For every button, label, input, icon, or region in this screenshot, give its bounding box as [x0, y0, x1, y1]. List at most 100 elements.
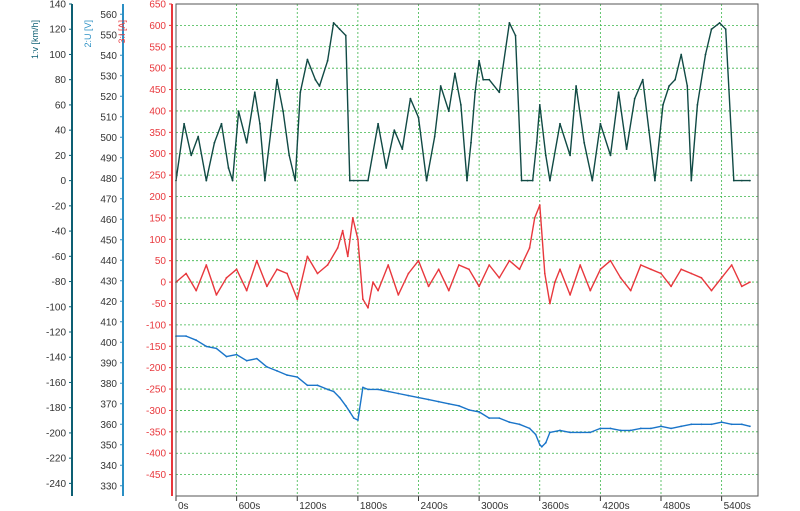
data-point-i	[215, 294, 218, 296]
data-point-v	[314, 78, 317, 81]
data-point-v	[724, 28, 727, 31]
plot-area-frame	[175, 3, 759, 497]
data-point-v	[617, 91, 620, 94]
data-point-v	[591, 179, 594, 182]
data-point-u	[255, 357, 258, 360]
data-point-u	[619, 429, 622, 432]
data-point-v	[264, 179, 266, 182]
data-point-v	[220, 122, 223, 125]
y-axis-i-tick-label: 350	[149, 128, 166, 139]
y-axis-u-tick-label: 520	[100, 92, 117, 103]
data-point-i	[397, 294, 400, 296]
y-axis-u-tick-label: 330	[100, 481, 117, 492]
data-point-u	[326, 388, 329, 391]
y-axis-v-tick-label: -40	[52, 227, 67, 238]
data-point-v	[259, 122, 261, 125]
y-axis-i-tick-label: 600	[149, 21, 166, 32]
data-point-v	[409, 97, 412, 100]
y-axis-i-tick-label: -400	[146, 449, 166, 460]
data-point-u	[710, 423, 713, 426]
data-point-u	[332, 390, 335, 393]
data-point-u	[740, 423, 743, 426]
data-point-u	[599, 427, 602, 430]
data-point-v	[718, 22, 721, 24]
data-point-u	[205, 345, 208, 348]
y-axis-i-tick-label: 550	[149, 42, 166, 53]
data-point-i	[720, 276, 723, 279]
data-point-u	[367, 388, 369, 391]
x-tick-label: 4800s	[663, 501, 690, 511]
data-point-v	[696, 104, 699, 106]
y-axis-i-tick-label: -350	[146, 427, 166, 438]
data-point-u	[579, 431, 582, 434]
data-point-v	[288, 154, 291, 157]
data-point-i	[619, 276, 622, 279]
data-point-u	[468, 409, 470, 411]
data-point-v	[478, 59, 480, 62]
data-point-v	[520, 179, 523, 182]
y-axis-i-tick-label: -300	[146, 406, 166, 417]
x-tick-label: 4200s	[602, 501, 629, 511]
x-tick-label: 3600s	[542, 501, 569, 511]
data-point-i	[245, 289, 248, 292]
data-point-i	[372, 281, 374, 283]
y-axis-i-tick-label: 200	[149, 192, 166, 203]
data-point-v	[740, 179, 743, 182]
x-tick-label: 3000s	[481, 501, 508, 511]
data-point-i	[447, 289, 450, 292]
x-axis: 0s 600s 1200s 1800s 2400s 3000s 3600s 4200s 4800…	[175, 496, 751, 511]
y-axis-i-tick-label: 650	[149, 0, 166, 11]
data-point-u	[680, 425, 683, 428]
y-axis-u-tick-label: 530	[100, 71, 117, 82]
y-axis-i-tick-label: -200	[146, 363, 166, 374]
data-point-u	[589, 431, 592, 434]
data-point-v	[344, 34, 347, 37]
data-point-i	[225, 276, 228, 279]
data-point-u	[357, 419, 359, 421]
y-axis-i-label: 3:I [A]	[117, 20, 127, 44]
data-point-u	[245, 359, 248, 362]
series-line-v	[175, 22, 750, 182]
y-axis-u-tick-label: 460	[100, 215, 117, 226]
x-tick-label: 5400s	[724, 501, 751, 511]
data-point-v	[474, 91, 476, 94]
data-point-u	[650, 427, 652, 430]
data-point-u	[690, 423, 693, 426]
y-axis-u-tick-label: 480	[100, 174, 117, 185]
y-axis-u-tick-label: 440	[100, 256, 117, 267]
y-axis-v-tick-label: -100	[46, 302, 66, 313]
data-point-v	[498, 91, 501, 94]
y-axis-v-tick-label: 80	[55, 75, 67, 86]
data-point-v	[276, 78, 278, 81]
data-point-v	[270, 129, 272, 132]
data-point-i	[316, 272, 319, 275]
data-point-i	[286, 272, 288, 275]
x-tick-label: 1800s	[360, 501, 387, 511]
data-point-v	[625, 148, 628, 151]
y-axis-v-tick-label: -20	[52, 201, 67, 212]
series-line-i	[175, 204, 751, 309]
y-axis-i-tick-label: 500	[149, 64, 166, 75]
data-point-i	[538, 204, 541, 207]
data-point-v	[514, 34, 517, 37]
data-point-u	[569, 431, 571, 434]
x-tick-label: 1200s	[299, 501, 326, 511]
data-point-v	[447, 110, 450, 113]
data-point-u	[362, 386, 364, 389]
y-axis-v-tick-label: 40	[55, 126, 67, 137]
series-lines	[175, 22, 751, 448]
data-point-i	[528, 247, 531, 249]
data-point-i	[341, 229, 344, 232]
data-point-u	[720, 421, 723, 424]
y-axis-i-tick-label: 450	[149, 85, 166, 96]
data-point-i	[740, 285, 743, 288]
data-point-v	[686, 85, 689, 87]
data-point-i	[518, 268, 521, 271]
data-point-v	[227, 167, 230, 169]
data-point-u	[195, 339, 198, 342]
y-axis-v-tick-label: -140	[46, 353, 66, 364]
data-point-i	[543, 272, 546, 275]
data-point-v	[377, 122, 379, 125]
y-axis-v-tick-label: 140	[49, 0, 66, 11]
data-point-i	[639, 264, 642, 266]
